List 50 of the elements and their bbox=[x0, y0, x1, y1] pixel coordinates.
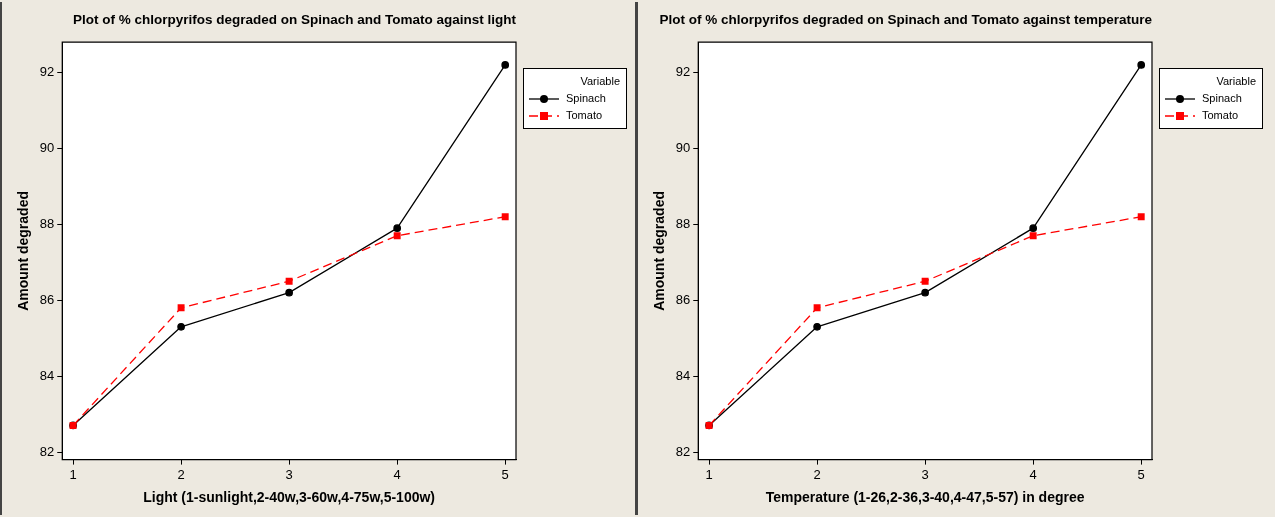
y-tick-label: 92 bbox=[39, 64, 55, 80]
point bbox=[1029, 224, 1038, 232]
point bbox=[1137, 61, 1146, 69]
x-tick-label: 3 bbox=[921, 466, 929, 482]
y-axis-title: Amount degraded bbox=[15, 191, 32, 311]
x-tick-label: 4 bbox=[393, 466, 401, 482]
y-tick-label: 88 bbox=[675, 215, 691, 231]
x-tick-label: 1 bbox=[705, 466, 713, 482]
legend-label: Spinach bbox=[1202, 91, 1242, 106]
point bbox=[1029, 232, 1037, 240]
point bbox=[921, 288, 929, 297]
x-axis-title: Temperature (1-26,2-36,3-40,4-47,5-57) in degree bbox=[765, 489, 1085, 506]
point bbox=[177, 304, 185, 312]
legend-label: Spinach bbox=[566, 91, 606, 106]
y-tick-label: 84 bbox=[675, 367, 691, 383]
x-axis-title: Light (1-sunlight,2-40w,3-60w,4-75w,5-100w) bbox=[143, 489, 435, 506]
point bbox=[177, 322, 185, 331]
y-tick-label: 92 bbox=[675, 64, 691, 80]
point bbox=[921, 277, 929, 285]
y-tick-label: 90 bbox=[39, 140, 55, 156]
x-tick-label: 5 bbox=[501, 466, 509, 482]
y-axis-title: Amount degraded bbox=[651, 191, 668, 311]
legend-label: Tomato bbox=[1202, 108, 1239, 123]
y-tick-label: 88 bbox=[39, 215, 55, 231]
y-tick-label: 86 bbox=[675, 291, 691, 307]
y-tick-label: 82 bbox=[39, 443, 55, 459]
legend-title: Variable bbox=[1215, 74, 1256, 89]
chart-title: Plot of % chlorpyrifos degraded on Spinach and Tomato against temperature bbox=[659, 11, 1153, 27]
point bbox=[1137, 213, 1145, 221]
x-tick-label: 5 bbox=[1137, 466, 1145, 482]
point bbox=[393, 224, 402, 232]
y-tick-label: 86 bbox=[39, 291, 55, 307]
point bbox=[393, 232, 401, 240]
point bbox=[285, 277, 293, 285]
x-tick-label: 2 bbox=[177, 466, 185, 482]
y-tick-label: 90 bbox=[675, 140, 691, 156]
x-tick-label: 2 bbox=[813, 466, 821, 482]
point bbox=[285, 288, 293, 297]
legend-label: Tomato bbox=[566, 108, 603, 123]
x-tick-label: 1 bbox=[69, 466, 77, 482]
legend-title: Variable bbox=[579, 74, 620, 89]
x-tick-label: 4 bbox=[1029, 466, 1037, 482]
y-tick-label: 82 bbox=[675, 443, 691, 459]
point bbox=[501, 61, 510, 69]
point bbox=[813, 304, 821, 312]
y-tick-label: 84 bbox=[39, 367, 55, 383]
x-tick-label: 3 bbox=[285, 466, 293, 482]
point bbox=[813, 322, 821, 331]
chart-title: Plot of % chlorpyrifos degraded on Spinach and Tomato against light bbox=[72, 11, 517, 27]
point bbox=[501, 213, 509, 221]
